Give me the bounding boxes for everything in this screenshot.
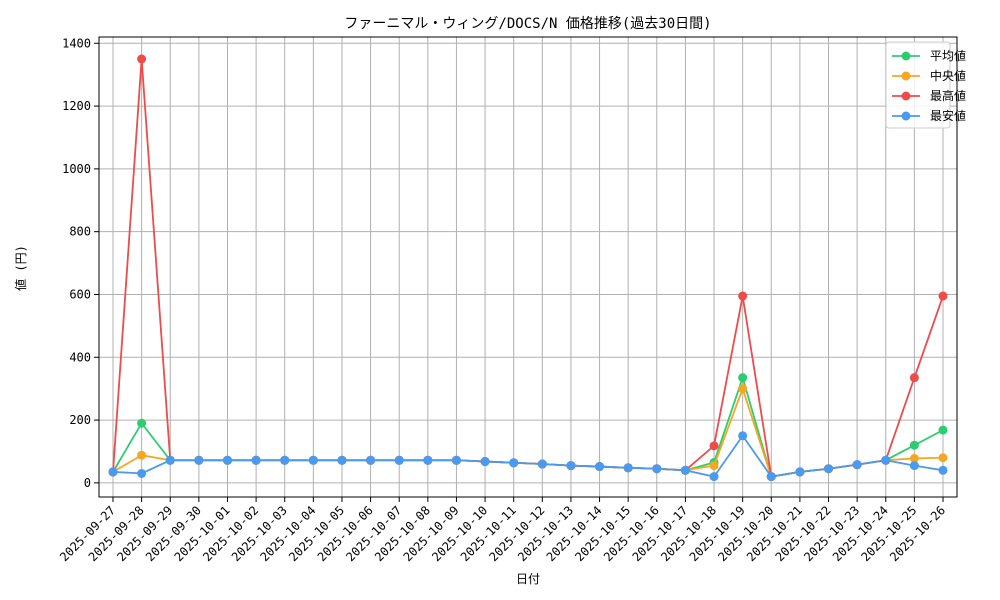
data-point (909, 461, 919, 471)
legend-label: 中央値 (930, 68, 966, 83)
grid-layer (99, 37, 957, 497)
y-tick-label: 400 (69, 350, 91, 364)
data-point (337, 455, 347, 465)
data-point (280, 455, 290, 465)
data-point (137, 54, 147, 64)
data-point (738, 384, 748, 394)
data-point (824, 464, 834, 474)
legend-item: 平均値 (892, 48, 966, 63)
data-point (938, 291, 948, 301)
data-point (137, 418, 147, 428)
data-point (938, 465, 948, 475)
data-point (909, 440, 919, 450)
data-point (394, 455, 404, 465)
data-point (308, 455, 318, 465)
legend-label: 平均値 (930, 48, 966, 63)
data-point (766, 472, 776, 482)
data-point (595, 462, 605, 472)
legend-swatch-marker (901, 71, 911, 81)
data-point (108, 467, 118, 477)
legend-label: 最高値 (930, 88, 966, 103)
data-point (909, 373, 919, 383)
data-point (623, 463, 633, 473)
legend-swatch-marker (901, 111, 911, 121)
data-point (709, 461, 719, 471)
data-point (480, 457, 490, 467)
legend-item: 中央値 (892, 68, 966, 83)
data-point (680, 465, 690, 475)
data-point (366, 455, 376, 465)
y-tick-label: 200 (69, 413, 91, 427)
data-point (222, 455, 232, 465)
legend-item: 最安値 (892, 108, 966, 123)
data-point (881, 455, 891, 465)
legend-label: 最安値 (930, 108, 966, 123)
y-axis-title: 値 (円) (13, 245, 28, 291)
legend-box (885, 41, 951, 129)
y-tick-label: 800 (69, 225, 91, 239)
data-point (194, 455, 204, 465)
data-point (652, 464, 662, 474)
legend-item: 最高値 (892, 88, 966, 103)
series-line (112, 434, 944, 478)
y-tick-label: 1200 (62, 99, 91, 113)
data-point (509, 458, 519, 468)
legend-swatch-marker (901, 91, 911, 101)
data-point (795, 467, 805, 477)
data-point (451, 455, 461, 465)
data-point (852, 460, 862, 470)
y-tick-label: 0 (84, 476, 91, 490)
data-point (738, 291, 748, 301)
plot-frame (98, 36, 958, 498)
series-最安値 (108, 431, 948, 482)
series-layer (108, 54, 948, 482)
y-tick-label: 1400 (62, 36, 91, 50)
legend-swatch-marker (901, 51, 911, 61)
data-point (709, 472, 719, 482)
data-point (938, 453, 948, 463)
data-point (137, 450, 147, 460)
data-point (537, 459, 547, 469)
chart-title: ファーニマル・ウィング/DOCS/N 価格推移(過去30日間) (344, 16, 711, 32)
x-axis-title: 日付 (516, 572, 540, 586)
data-point (938, 425, 948, 435)
data-point (738, 373, 748, 383)
data-point (709, 441, 719, 451)
data-point (137, 468, 147, 478)
data-point (165, 455, 175, 465)
data-point (423, 455, 433, 465)
data-point (251, 455, 261, 465)
data-point (909, 453, 919, 463)
data-point (566, 461, 576, 471)
y-tick-label: 1000 (62, 162, 91, 176)
y-tick-label: 600 (69, 287, 91, 301)
data-point (738, 431, 748, 441)
